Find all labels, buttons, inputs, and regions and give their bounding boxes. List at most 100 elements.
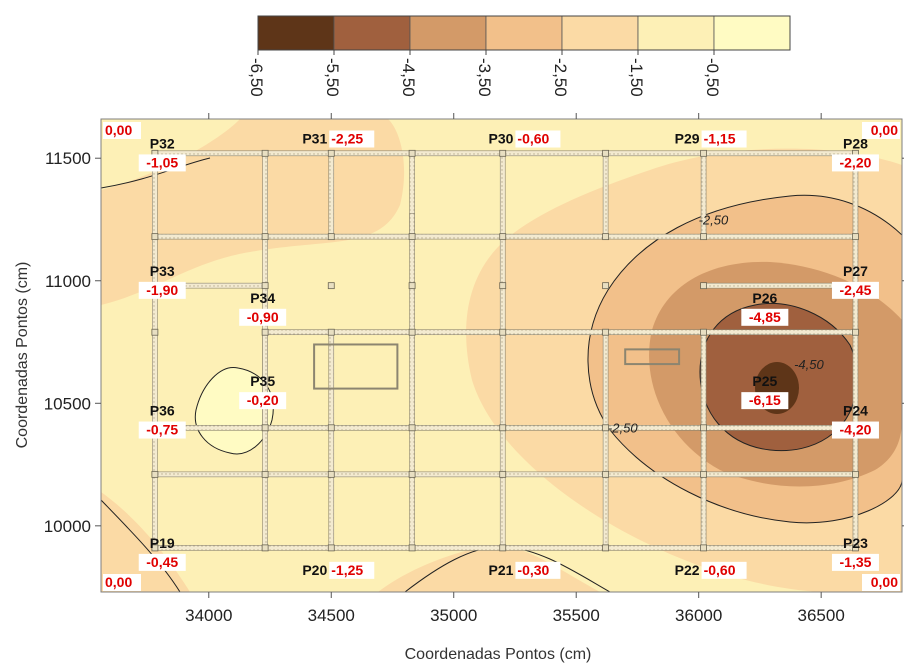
column-marker	[151, 233, 159, 241]
beam-vertical	[328, 331, 335, 549]
column-marker	[700, 544, 707, 552]
contour-value-label: -4,50	[794, 357, 824, 372]
column-marker	[261, 282, 269, 290]
x-tick-label: 36000	[675, 606, 722, 625]
corner-value-top-right: 0,00	[871, 122, 898, 138]
corner-value-bg	[862, 574, 900, 591]
contour-value-label: -2,50	[608, 421, 638, 436]
column-marker	[602, 149, 610, 157]
column-marker	[261, 544, 269, 552]
colorbar-tick-label: -5,50	[323, 58, 342, 97]
point-value-bg	[138, 154, 186, 172]
point-value-bg	[831, 553, 879, 571]
corner-value-bg	[103, 122, 141, 139]
plan-stair-right	[624, 348, 681, 366]
point-value-bg	[138, 421, 186, 439]
y-tick-label: 10000	[44, 517, 91, 536]
measurement-point-p35: P35 -0,20	[239, 373, 287, 410]
corner-value-bottom-right: 0,00	[871, 574, 898, 590]
beam-vertical	[262, 153, 268, 237]
colorbar-tick-label: -2,50	[551, 58, 570, 97]
column-marker	[327, 328, 335, 336]
x-tick-label: 36500	[798, 606, 845, 625]
corner-labels: 0,00 0,00 0,00 0,00	[103, 122, 900, 591]
column-marker	[408, 233, 416, 241]
column-marker	[327, 424, 335, 432]
point-value: -2,20	[839, 154, 871, 170]
beam-horizontal	[264, 329, 606, 336]
measurement-point-p33: P33 -1,90	[138, 263, 186, 299]
point-value-bg	[515, 130, 561, 148]
y-axis-title: Coordenadas Pontos (cm)	[14, 262, 31, 449]
column-marker	[151, 328, 159, 336]
column-marker	[700, 149, 707, 157]
point-name: P23	[843, 535, 868, 551]
colorbar-tick-label: -0,50	[703, 58, 722, 97]
colorbar-tick-label: -1,50	[627, 58, 646, 97]
column-marker	[602, 282, 610, 290]
measurement-point-p27: P27 -2,45	[831, 263, 879, 299]
colorbar-tick-label: -4,50	[399, 58, 418, 97]
measurement-point-p30: P30 -0,60	[489, 130, 561, 148]
colorbar-swatch	[485, 15, 563, 51]
beam-vertical	[409, 213, 415, 333]
column-marker	[602, 233, 610, 241]
column-marker	[602, 470, 610, 478]
measurement-point-p29: P29 -1,15	[675, 130, 747, 148]
column-marker	[261, 328, 269, 336]
column-marker	[408, 149, 416, 157]
point-value: -0,60	[704, 562, 736, 578]
beam-vertical	[602, 331, 609, 549]
point-name: P21	[489, 562, 514, 578]
x-tick-label: 35000	[430, 606, 477, 625]
measurement-point-p32: P32 -1,05	[138, 135, 186, 172]
measurement-point-p20: P20 -1,25	[302, 561, 375, 579]
measurement-point-p24: P24 -4,20	[831, 403, 879, 439]
beam-vertical	[602, 153, 609, 237]
column-marker	[700, 328, 707, 336]
measurement-point-p28: P28 -2,20	[831, 135, 879, 172]
x-axis-title: Coordenadas Pontos (cm)	[405, 646, 592, 663]
column-marker	[499, 328, 507, 336]
beam-vertical	[499, 153, 506, 237]
measurement-point-p25: P25 -6,15	[741, 373, 789, 410]
colorbar: -6,50 -5,50 -4,50 -3,50 -2,50 -1,50 -0,50	[247, 15, 791, 97]
corner-value-bottom-left: 0,00	[105, 574, 132, 590]
corner-value-top-left: 0,00	[105, 122, 132, 138]
point-name: P30	[489, 131, 514, 147]
column-marker	[408, 424, 416, 432]
contour-value-label: -2,50	[699, 212, 729, 227]
beam-vertical	[499, 331, 506, 549]
column-marker	[700, 282, 707, 290]
point-name: P33	[150, 263, 175, 279]
column-marker	[327, 149, 335, 157]
measurement-point-p23: P23 -1,35	[831, 535, 879, 571]
column-marker	[852, 544, 859, 552]
point-value: -0,75	[146, 422, 178, 438]
column-marker	[499, 233, 507, 241]
point-value: -4,85	[749, 309, 781, 325]
y-tick-label: 11500	[45, 149, 91, 168]
point-value: -1,25	[331, 562, 363, 578]
point-value-bg	[741, 308, 789, 326]
column-marker	[852, 470, 859, 478]
point-value: -6,15	[749, 392, 781, 408]
column-marker	[408, 470, 416, 478]
point-name: P24	[843, 403, 868, 419]
point-name: P31	[302, 131, 327, 147]
column-marker	[327, 470, 335, 478]
point-name: P28	[843, 135, 868, 151]
point-value: -0,45	[146, 554, 178, 570]
column-marker	[852, 233, 859, 241]
column-marker	[327, 233, 335, 241]
column-marker	[261, 424, 269, 432]
point-value-bg	[239, 308, 287, 326]
point-name: P35	[250, 373, 275, 389]
column-marker	[499, 149, 507, 157]
beam-vertical	[700, 331, 707, 549]
column-marker	[327, 544, 335, 552]
colorbar-swatch	[637, 15, 715, 51]
point-value: -1,15	[704, 131, 736, 147]
colorbar-swatch	[561, 15, 639, 51]
